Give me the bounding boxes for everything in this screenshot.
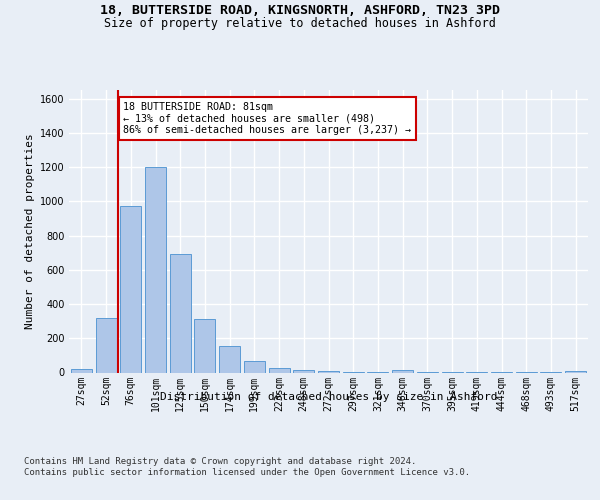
Text: 18, BUTTERSIDE ROAD, KINGSNORTH, ASHFORD, TN23 3PD: 18, BUTTERSIDE ROAD, KINGSNORTH, ASHFORD…: [100, 4, 500, 16]
Bar: [269, 368, 290, 372]
Y-axis label: Number of detached properties: Number of detached properties: [25, 134, 35, 329]
Bar: [120, 206, 141, 372]
Bar: [145, 167, 166, 372]
Text: Distribution of detached houses by size in Ashford: Distribution of detached houses by size …: [160, 392, 497, 402]
Bar: [95, 318, 116, 372]
Bar: [219, 346, 240, 372]
Bar: [244, 362, 265, 372]
Bar: [392, 370, 413, 372]
Bar: [565, 371, 586, 372]
Bar: [293, 370, 314, 372]
Bar: [194, 320, 215, 372]
Text: Size of property relative to detached houses in Ashford: Size of property relative to detached ho…: [104, 17, 496, 30]
Bar: [170, 254, 191, 372]
Text: Contains HM Land Registry data © Crown copyright and database right 2024.
Contai: Contains HM Land Registry data © Crown c…: [24, 458, 470, 477]
Bar: [71, 369, 92, 372]
Text: 18 BUTTERSIDE ROAD: 81sqm
← 13% of detached houses are smaller (498)
86% of semi: 18 BUTTERSIDE ROAD: 81sqm ← 13% of detac…: [124, 102, 412, 135]
Bar: [318, 371, 339, 372]
